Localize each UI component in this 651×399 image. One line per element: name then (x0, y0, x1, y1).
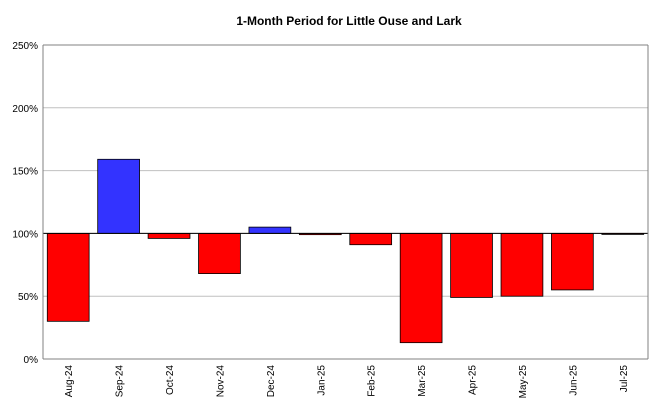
y-tick-label: 200% (12, 104, 38, 115)
x-tick-label: Feb-25 (367, 365, 378, 397)
bar-sep-24 (97, 158, 140, 234)
bars (46, 158, 645, 344)
bar-aug-24 (46, 232, 90, 322)
x-tick-label: Jan-25 (316, 365, 327, 396)
x-tick-label: Aug-24 (64, 365, 75, 398)
x-tick-label: Oct-24 (165, 365, 176, 395)
y-tick-label: 250% (12, 41, 38, 52)
chart-title: 1-Month Period for Little Ouse and Lark (236, 14, 462, 28)
x-tick-label: Apr-25 (468, 365, 479, 395)
x-tick-label: Dec-24 (266, 365, 277, 398)
x-axis-ticks: Aug-24 Sep-24 Oct-24 Nov-24 Dec-24 Jan-25 Feb-… (64, 365, 630, 399)
y-axis-ticks: 0% 50% 100% 150% 200% 250% (12, 41, 38, 366)
x-tick-label: Jun-25 (568, 365, 579, 396)
bar-jun-25 (551, 232, 594, 291)
bar-apr-25 (450, 232, 493, 298)
bar-mar-25 (399, 232, 443, 344)
bar-feb-25 (349, 232, 393, 246)
y-tick-label: 50% (18, 292, 38, 303)
x-tick-label: Jul-25 (619, 365, 630, 393)
bar-oct-24 (147, 232, 191, 239)
bar-may-25 (500, 232, 544, 297)
x-tick-label: May-25 (518, 365, 529, 399)
y-tick-label: 150% (12, 167, 38, 178)
axes (42, 44, 649, 360)
x-tick-label: Nov-24 (215, 365, 226, 398)
y-tick-label: 100% (12, 229, 38, 240)
x-tick-label: Sep-24 (115, 365, 126, 398)
y-tick-label: 0% (24, 355, 39, 366)
bar-dec-24 (248, 226, 292, 234)
x-tick-label: Mar-25 (417, 365, 428, 397)
bar-nov-24 (198, 232, 241, 274)
